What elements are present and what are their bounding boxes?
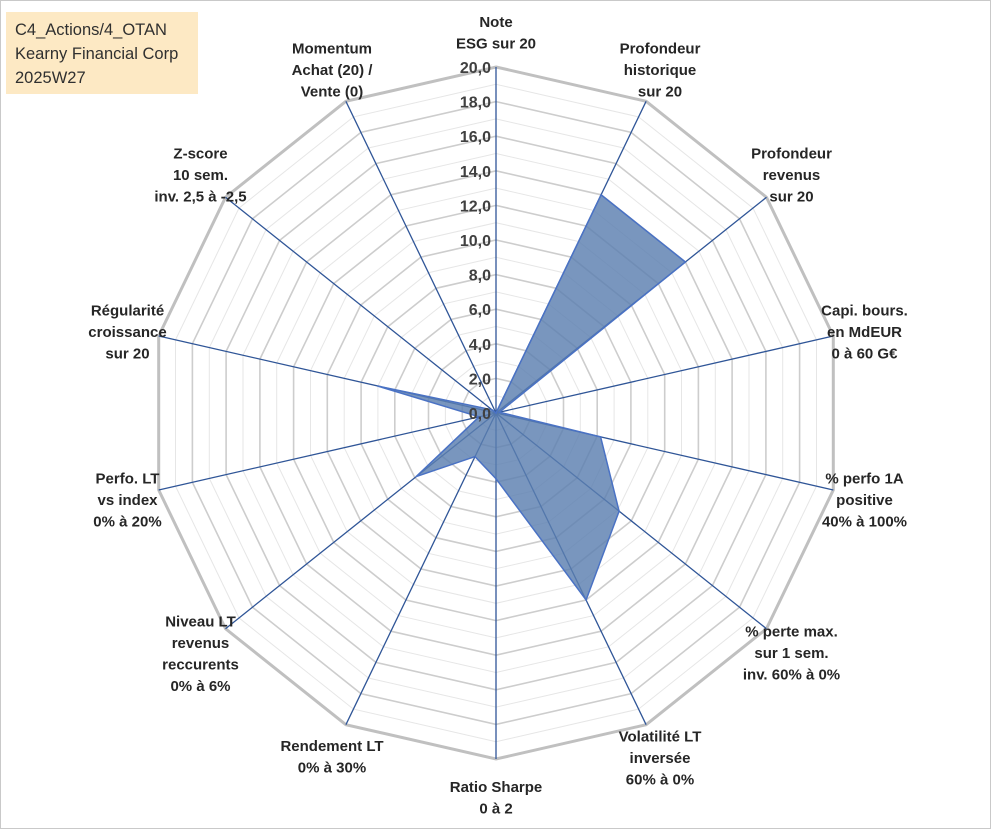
axis-label-line: Ratio Sharpe: [450, 779, 543, 796]
axis-spoke: [345, 101, 497, 414]
axis-label-line: sur 20: [105, 345, 149, 362]
tick-label: 12,0: [460, 198, 491, 215]
axis-label: Volatilité LT inversée 60% à 0%: [619, 728, 702, 788]
axis-label: Momentum Achat (20) / Vente (0): [292, 41, 374, 101]
tick-label: 14,0: [460, 164, 491, 181]
axis-label-line: 0 à 2: [479, 800, 512, 817]
axis-label-line: Profondeur: [751, 146, 832, 163]
axis-label: % perte max. sur 1 sem. inv. 60% à 0%: [743, 623, 840, 683]
axis-label: Capi. bours. en MdEUR 0 à 60 G€: [821, 302, 908, 362]
data-point: [600, 194, 602, 196]
axis-label: Ratio Sharpe 0 à 2: [450, 779, 543, 818]
axis-label-line: croissance: [88, 324, 166, 341]
data-point: [495, 477, 497, 480]
tick-label: 2,0: [469, 371, 491, 388]
axis-label-line: Régularité: [91, 302, 164, 319]
axis-labels: Note ESG sur 20 Profondeur historique sur 20…: [88, 14, 908, 818]
data-point: [495, 412, 497, 414]
axis-label-line: en MdEUR: [827, 324, 902, 341]
tick-label: 6,0: [469, 302, 491, 319]
series-area: [377, 193, 687, 602]
axis-label-line: positive: [836, 492, 893, 509]
data-point: [585, 599, 587, 601]
axis-label-line: Note: [479, 14, 512, 31]
data-point: [618, 510, 620, 512]
axis-label-line: 0 à 60 G€: [832, 345, 899, 362]
axis-label-line: inversée: [630, 750, 691, 767]
data-point: [498, 411, 501, 414]
axis-label-line: inv. 60% à 0%: [743, 666, 840, 683]
axis-label-line: Volatilité LT: [619, 728, 702, 745]
axis-spoke: [345, 412, 497, 725]
axis-label-line: sur 20: [769, 189, 813, 206]
axis-label-line: historique: [624, 62, 697, 79]
axis-label-line: Z-score: [173, 146, 227, 163]
axis-label: Rendement LT 0% à 30%: [280, 738, 383, 777]
axis-label: Profondeur revenus sur 20: [751, 146, 832, 206]
axis-label-line: revenus: [172, 635, 230, 652]
axis-label-line: 0% à 30%: [298, 760, 366, 777]
data-point: [684, 261, 687, 263]
axis-label-line: ESG sur 20: [456, 35, 536, 52]
axis-label: Régularité croissance sur 20: [88, 302, 166, 362]
data-point: [478, 416, 480, 418]
axis-label-line: revenus: [763, 167, 821, 184]
chart-title-box: C4_Actions/4_OTAN Kearny Financial Corp …: [6, 12, 198, 94]
axis-label-line: 10 sem.: [173, 167, 228, 184]
axis-label-line: Niveau LT: [165, 614, 236, 631]
axis-label-line: % perte max.: [745, 623, 838, 640]
title-line-2: Kearny Financial Corp: [15, 45, 179, 63]
axis-spoke: [225, 196, 497, 414]
axis-label-line: Vente (0): [301, 84, 364, 101]
tick-label: 10,0: [460, 233, 491, 250]
data-point: [415, 475, 418, 478]
axis-label-line: 0% à 20%: [93, 514, 161, 531]
axis-label: Z-score 10 sem. inv. 2,5 à -2,5: [154, 146, 246, 206]
axis-label-line: 60% à 0%: [626, 771, 694, 788]
axis-spoke: [158, 412, 497, 491]
data-point: [491, 409, 493, 411]
title-line-3: 2025W27: [15, 69, 86, 87]
tick-label: 20,0: [460, 60, 491, 77]
axis-label-line: inv. 2,5 à -2,5: [154, 189, 246, 206]
axis-label-line: Momentum: [292, 41, 372, 58]
data-point: [377, 385, 379, 387]
axis-label: Profondeur historique sur 20: [620, 41, 701, 101]
axis-label-line: sur 1 sem.: [754, 645, 828, 662]
axis-label: Niveau LT revenus reccurents 0% à 6%: [162, 614, 239, 696]
axis-label-line: Achat (20) /: [292, 62, 374, 79]
axis-label: Perfo. LT vs index 0% à 20%: [93, 471, 161, 531]
title-line-1: C4_Actions/4_OTAN: [15, 21, 167, 39]
axis-label: % perfo 1A positive 40% à 100%: [822, 471, 907, 531]
axis-label-line: 0% à 6%: [170, 678, 230, 695]
tick-label: 18,0: [460, 95, 491, 112]
tick-label: 8,0: [469, 268, 491, 285]
axis-label: Note ESG sur 20: [456, 14, 536, 53]
axis-label-line: reccurents: [162, 657, 239, 674]
tick-label: 0,0: [469, 406, 491, 423]
axis-label-line: 40% à 100%: [822, 514, 907, 531]
axis-label-line: sur 20: [638, 84, 682, 101]
axis-spoke: [495, 335, 834, 414]
data-point: [474, 455, 476, 458]
axis-label-line: vs index: [97, 492, 158, 509]
radar-series: [377, 193, 687, 602]
radial-tick-labels: 0,0 2,0 4,0 6,0 8,0 10,0 12,0 14,0 16,0 18,0 20,0: [460, 60, 491, 423]
data-point: [599, 436, 602, 438]
axis-label-line: Capi. bours.: [821, 302, 908, 319]
tick-label: 4,0: [469, 337, 491, 354]
axis-label-line: Rendement LT: [280, 738, 383, 755]
axis-label-line: Perfo. LT: [96, 471, 160, 488]
axis-label-line: % perfo 1A: [825, 471, 904, 488]
tick-label: 16,0: [460, 129, 491, 146]
axis-label-line: Profondeur: [620, 41, 701, 58]
